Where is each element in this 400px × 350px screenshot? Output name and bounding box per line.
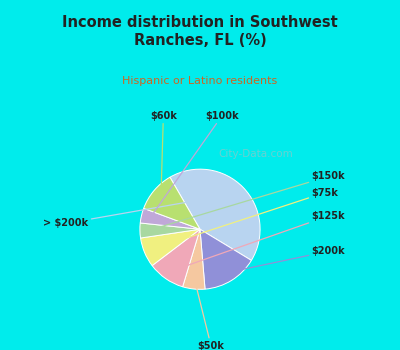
Wedge shape	[140, 208, 200, 229]
Text: $100k: $100k	[152, 111, 239, 215]
Wedge shape	[200, 229, 251, 289]
Wedge shape	[140, 223, 200, 238]
Wedge shape	[183, 229, 205, 289]
Text: City-Data.com: City-Data.com	[219, 149, 294, 159]
Text: $125k: $125k	[174, 211, 345, 270]
Text: $75k: $75k	[156, 188, 338, 248]
Wedge shape	[144, 177, 200, 229]
Text: > $200k: > $200k	[44, 194, 234, 229]
Text: Income distribution in Southwest
Ranches, FL (%): Income distribution in Southwest Ranches…	[62, 15, 338, 48]
Text: $60k: $60k	[150, 111, 177, 194]
Wedge shape	[140, 229, 200, 266]
Text: $50k: $50k	[195, 283, 224, 350]
Wedge shape	[152, 229, 200, 287]
Wedge shape	[170, 169, 260, 260]
Text: $150k: $150k	[152, 172, 345, 230]
Text: Hispanic or Latino residents: Hispanic or Latino residents	[122, 76, 278, 85]
Text: $200k: $200k	[230, 246, 345, 272]
